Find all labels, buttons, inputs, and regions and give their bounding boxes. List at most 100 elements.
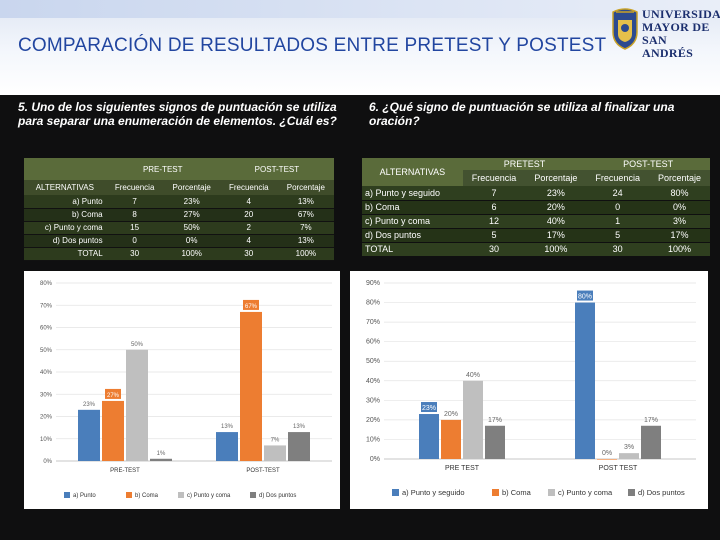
logo-line: ANDRÉS xyxy=(642,46,694,60)
y-tick-label: 40% xyxy=(40,370,53,376)
legend-label: d) Dos puntos xyxy=(259,493,296,499)
legend-label: a) Punto y seguido xyxy=(402,488,465,497)
table-corner xyxy=(24,158,106,180)
data-label: 17% xyxy=(488,417,502,424)
question-6: 6. ¿Qué signo de puntuación se utiliza a… xyxy=(369,100,675,128)
bar xyxy=(150,458,172,461)
y-tick-label: 60% xyxy=(40,326,53,332)
cell: 12 xyxy=(462,214,526,229)
cell: 7 xyxy=(462,186,526,201)
data-label: 27% xyxy=(107,393,120,399)
y-tick-label: 70% xyxy=(366,319,380,326)
col-header: Porcentaje xyxy=(163,180,220,195)
cell: 23% xyxy=(525,186,587,201)
cell: 100% xyxy=(649,242,710,257)
bar xyxy=(102,400,124,461)
cell: 100% xyxy=(277,247,334,261)
logo-line: MAYOR DE xyxy=(642,20,710,34)
logo-line: UNIVERSIDAD xyxy=(642,7,720,21)
data-label: 23% xyxy=(83,402,96,408)
legend-label: b) Coma xyxy=(502,488,532,497)
category-label: POST-TEST xyxy=(246,468,280,474)
cell: 24 xyxy=(586,186,650,201)
cell: 8 xyxy=(105,208,164,222)
table-row: d) Dos puntos 0 0% 4 13% xyxy=(24,234,334,248)
row-label: TOTAL xyxy=(362,242,463,257)
y-tick-label: 10% xyxy=(40,437,53,443)
group-header-posttest: POST-TEST xyxy=(586,158,710,170)
university-logo: UNIVERSIDAD MAYOR DE SAN ANDRÉS xyxy=(608,4,720,60)
data-label: 0% xyxy=(602,450,612,457)
category-label: PRE TEST xyxy=(445,465,480,472)
legend-swatch xyxy=(250,492,256,498)
cell: 0 xyxy=(586,200,650,215)
legend-swatch xyxy=(126,492,132,498)
cell: 7% xyxy=(277,221,334,235)
cell: 15 xyxy=(105,221,164,235)
data-label: 40% xyxy=(466,372,480,379)
row-label: d) Dos puntos xyxy=(24,234,106,248)
legend-swatch xyxy=(64,492,70,498)
row-label: a) Punto y seguido xyxy=(362,186,463,201)
table-row: b) Coma 8 27% 20 67% xyxy=(24,208,334,222)
logo-line: SAN xyxy=(642,33,667,47)
col-header: Porcentaje xyxy=(649,170,710,186)
cell: 50% xyxy=(163,221,220,235)
cell: 6 xyxy=(462,200,526,215)
cell: 30 xyxy=(586,242,650,257)
data-label: 20% xyxy=(444,411,458,418)
data-label-box xyxy=(105,388,121,399)
col-header: Frecuencia xyxy=(462,170,526,186)
legend-label: a) Punto xyxy=(73,493,96,499)
col-header: Frecuencia xyxy=(105,180,164,195)
table-row: b) Coma 6 20% 0 0% xyxy=(362,200,710,215)
bar xyxy=(641,425,661,459)
cell: 0% xyxy=(649,200,710,215)
y-tick-label: 0% xyxy=(43,459,52,465)
y-tick-label: 30% xyxy=(40,392,53,398)
slide-title: COMPARACIÓN DE RESULTADOS ENTRE PRETEST … xyxy=(18,35,607,56)
university-seal-icon xyxy=(612,8,638,50)
row-label: b) Coma xyxy=(24,208,106,222)
cell: 30 xyxy=(462,242,526,257)
legend-label: d) Dos puntos xyxy=(638,488,685,497)
cell: 20% xyxy=(525,200,587,215)
cell: 5 xyxy=(586,228,650,243)
data-label: 50% xyxy=(131,342,144,348)
cell: 13% xyxy=(277,234,334,248)
group-header-pretest: PRE-TEST xyxy=(105,158,220,180)
banner-stripe xyxy=(0,0,720,18)
y-tick-label: 20% xyxy=(40,415,53,421)
row-label: d) Dos puntos xyxy=(362,228,463,243)
legend-label: b) Coma xyxy=(135,493,159,499)
y-tick-label: 80% xyxy=(366,300,380,307)
legend-swatch xyxy=(492,489,499,496)
bar xyxy=(419,414,439,459)
table-row: d) Dos puntos 5 17% 5 17% xyxy=(362,228,710,243)
cell: 5 xyxy=(462,228,526,243)
row-label: c) Punto y coma xyxy=(362,214,463,229)
cell: 100% xyxy=(163,247,220,261)
bar xyxy=(441,419,461,459)
cell: 17% xyxy=(649,228,710,243)
col-header: Frecuencia xyxy=(219,180,278,195)
data-label: 3% xyxy=(624,444,634,451)
bar xyxy=(216,432,238,461)
legend-swatch xyxy=(178,492,184,498)
bar xyxy=(619,453,639,459)
legend-label: c) Punto y coma xyxy=(187,493,231,499)
cell: 30 xyxy=(105,247,164,261)
title-banner: COMPARACIÓN DE RESULTADOS ENTRE PRETEST … xyxy=(0,0,720,95)
y-tick-label: 90% xyxy=(366,280,380,287)
table-row: a) Punto y seguido 7 23% 24 80% xyxy=(362,186,710,201)
cell: 17% xyxy=(525,228,587,243)
y-tick-label: 50% xyxy=(366,358,380,365)
cell: 40% xyxy=(525,214,587,229)
y-tick-label: 50% xyxy=(40,348,53,354)
table-row: a) Punto 7 23% 4 13% xyxy=(24,195,334,209)
cell: 13% xyxy=(277,195,334,209)
legend-swatch xyxy=(548,489,555,496)
bar xyxy=(485,425,505,459)
table-row-total: TOTAL 30 100% 30 100% xyxy=(362,242,710,257)
